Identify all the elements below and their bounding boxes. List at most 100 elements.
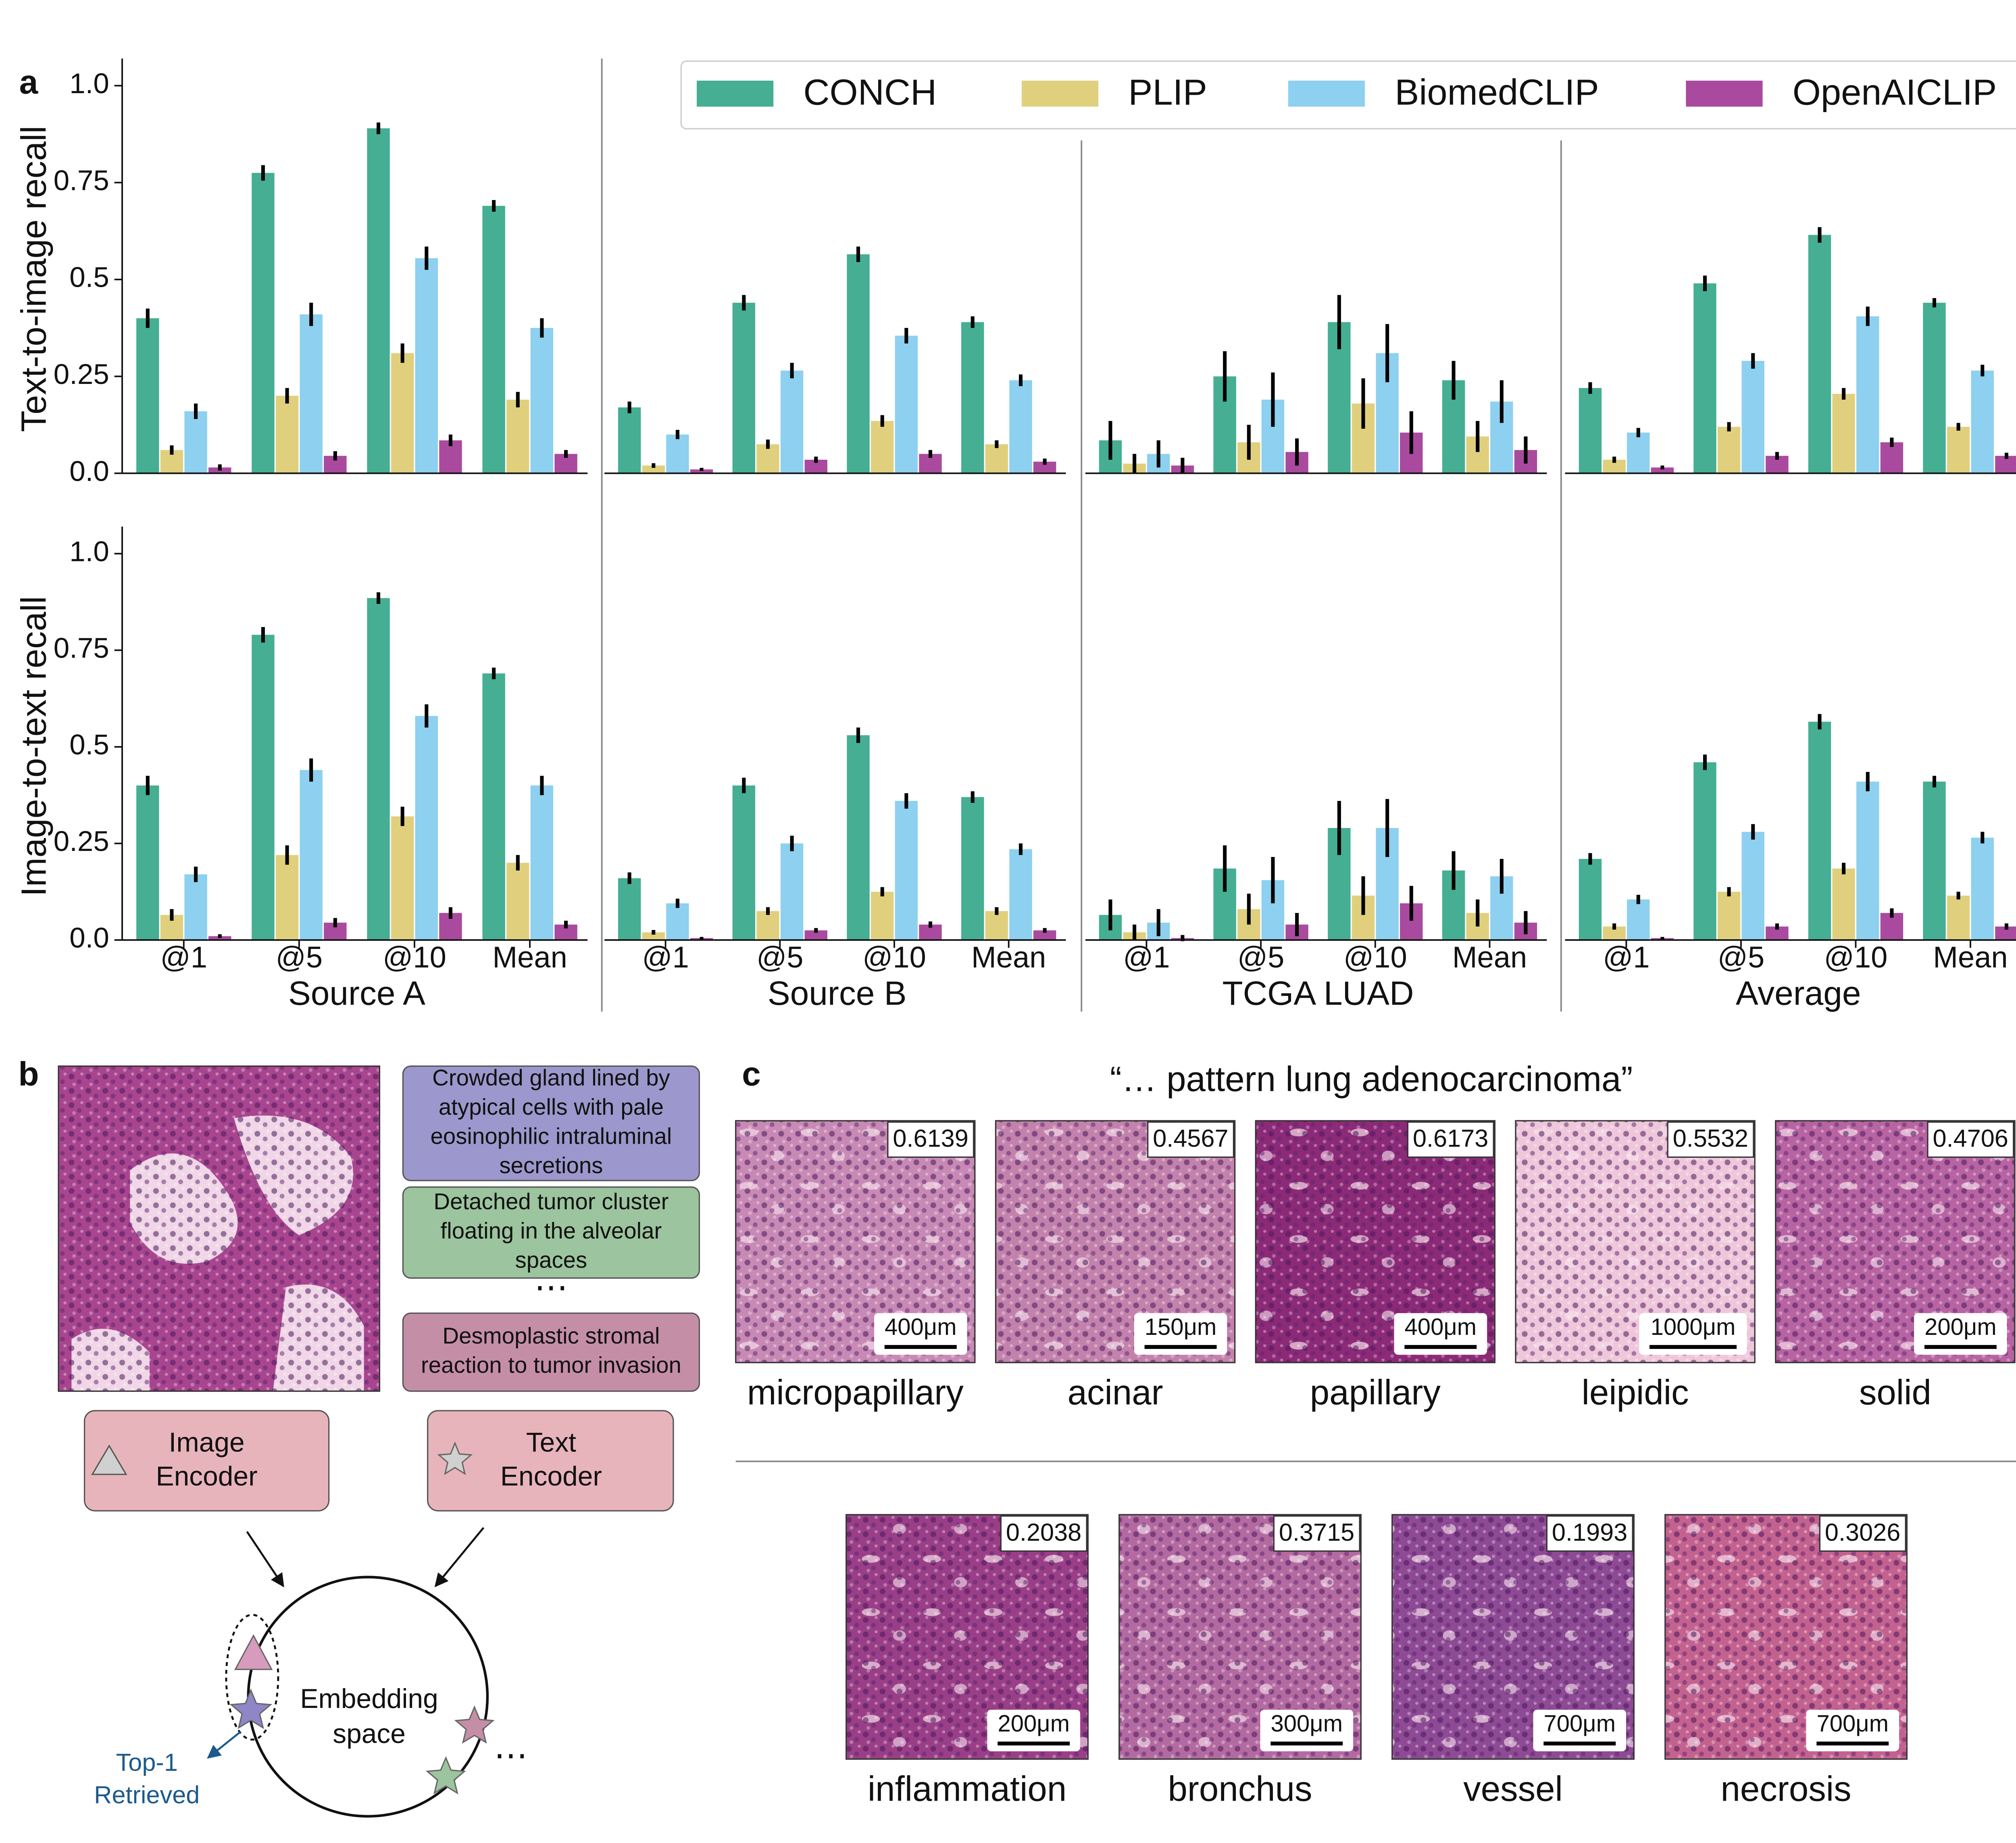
bar (300, 770, 323, 940)
scale-bar-box (1914, 1313, 2007, 1355)
text-box-line: spaces (515, 1247, 587, 1273)
bar (871, 892, 894, 940)
legend-label: OpenAICLIP (1793, 72, 1997, 113)
bar (847, 735, 870, 940)
score-box (1927, 1121, 2014, 1158)
tile-label: bronchus (1168, 1770, 1312, 1809)
scale-bar-label: 400μm (885, 1314, 957, 1340)
y-axis-label: Image-to-text recall (14, 596, 53, 896)
x-tick-label: Mean (971, 940, 1046, 974)
bar (780, 370, 804, 473)
scale-bar-label: 400μm (1405, 1314, 1477, 1340)
legend-swatch (696, 80, 774, 107)
x-axis-label: TCGA LUAD (1222, 974, 1414, 1012)
bar (1741, 832, 1764, 940)
x-tick-label: Mean (1452, 940, 1527, 974)
x-axis-label: Source B (768, 974, 907, 1012)
bar (275, 855, 299, 940)
scale-bar-box (1260, 1710, 1354, 1751)
tile-border (1664, 1514, 1908, 1760)
text-box (402, 1186, 700, 1279)
bar (391, 816, 414, 940)
bar (804, 930, 827, 940)
score-box (1546, 1515, 1633, 1552)
x-tick-label: @10 (1343, 940, 1407, 974)
image-encoder-box (83, 1410, 330, 1512)
bar (895, 336, 918, 473)
x-tick-label: @5 (1718, 940, 1764, 974)
ellipsis: ⋯ (534, 1268, 568, 1306)
y-tick-label: 1.0 (69, 68, 109, 100)
y-tick-label: 0.75 (54, 165, 109, 196)
bar (506, 399, 529, 473)
bar (184, 411, 207, 473)
scale-bar-box (1533, 1710, 1627, 1751)
bar (732, 302, 756, 473)
y-tick-label: 0.5 (69, 729, 109, 761)
bar (1693, 283, 1716, 473)
bar (482, 206, 505, 473)
tile-border (1391, 1514, 1635, 1760)
bar (1579, 388, 1602, 473)
scale-bar-label: 700μm (1544, 1710, 1616, 1737)
bar (985, 911, 1008, 940)
bar (1971, 370, 1994, 473)
bar (666, 434, 689, 473)
similarity-score: 0.6139 (893, 1125, 968, 1152)
star-embedding (229, 1688, 273, 1729)
bar (391, 353, 414, 473)
tile-border (1255, 1120, 1496, 1363)
bar (1947, 427, 1970, 473)
similarity-score: 0.4706 (1933, 1125, 2008, 1152)
legend-label: PLIP (1128, 72, 1207, 113)
x-tick-label: @1 (642, 940, 689, 974)
score-box (1819, 1515, 1906, 1552)
bar (367, 128, 390, 473)
x-tick-label: @10 (383, 940, 446, 974)
score-box (1273, 1515, 1360, 1552)
y-tick-label: 0.0 (69, 922, 109, 954)
star-embedding (454, 1705, 495, 1744)
x-tick-label: @5 (756, 940, 803, 974)
scale-bar-label: 150μm (1145, 1314, 1217, 1340)
arrow (246, 1531, 284, 1588)
bar (642, 465, 665, 473)
tile-label: papillary (1310, 1373, 1441, 1412)
panel-label: a (19, 63, 39, 101)
text-box-line: Desmoplastic stromal (442, 1323, 660, 1349)
bar (530, 785, 554, 940)
bar (1009, 380, 1032, 473)
scale-bar-box (1806, 1710, 1899, 1751)
bar (985, 444, 1008, 473)
x-tick-label: Mean (492, 940, 567, 974)
bar (1923, 302, 1946, 473)
bar (1717, 892, 1741, 940)
bar (1808, 235, 1831, 473)
tile-border (735, 1120, 976, 1363)
arrow (434, 1527, 485, 1587)
tile-border (1775, 1120, 2016, 1363)
bar (1627, 899, 1650, 940)
bar (847, 254, 870, 473)
star-icon (437, 1441, 473, 1475)
bar (690, 469, 713, 473)
triangle-embedding (234, 1634, 273, 1670)
bar (1880, 442, 1904, 473)
bar (1832, 394, 1855, 473)
text-encoder-box (427, 1410, 674, 1512)
y-axis-label: Text-to-image recall (14, 126, 53, 432)
retrieved-label: Retrieved (94, 1781, 200, 1809)
scale-bar-box (874, 1313, 967, 1355)
bar (136, 785, 159, 940)
x-axis-label: Average (1736, 974, 1861, 1012)
encoder-label: Encoder (156, 1461, 258, 1492)
scale-bar-label: 1000μm (1651, 1314, 1736, 1340)
encoder-label: Image (169, 1428, 245, 1458)
similarity-score: 0.5532 (1673, 1125, 1748, 1152)
bar (618, 407, 641, 473)
scale-bar-box (1134, 1313, 1227, 1355)
tile-label: inflammation (868, 1770, 1066, 1809)
legend-label: CONCH (803, 72, 937, 113)
